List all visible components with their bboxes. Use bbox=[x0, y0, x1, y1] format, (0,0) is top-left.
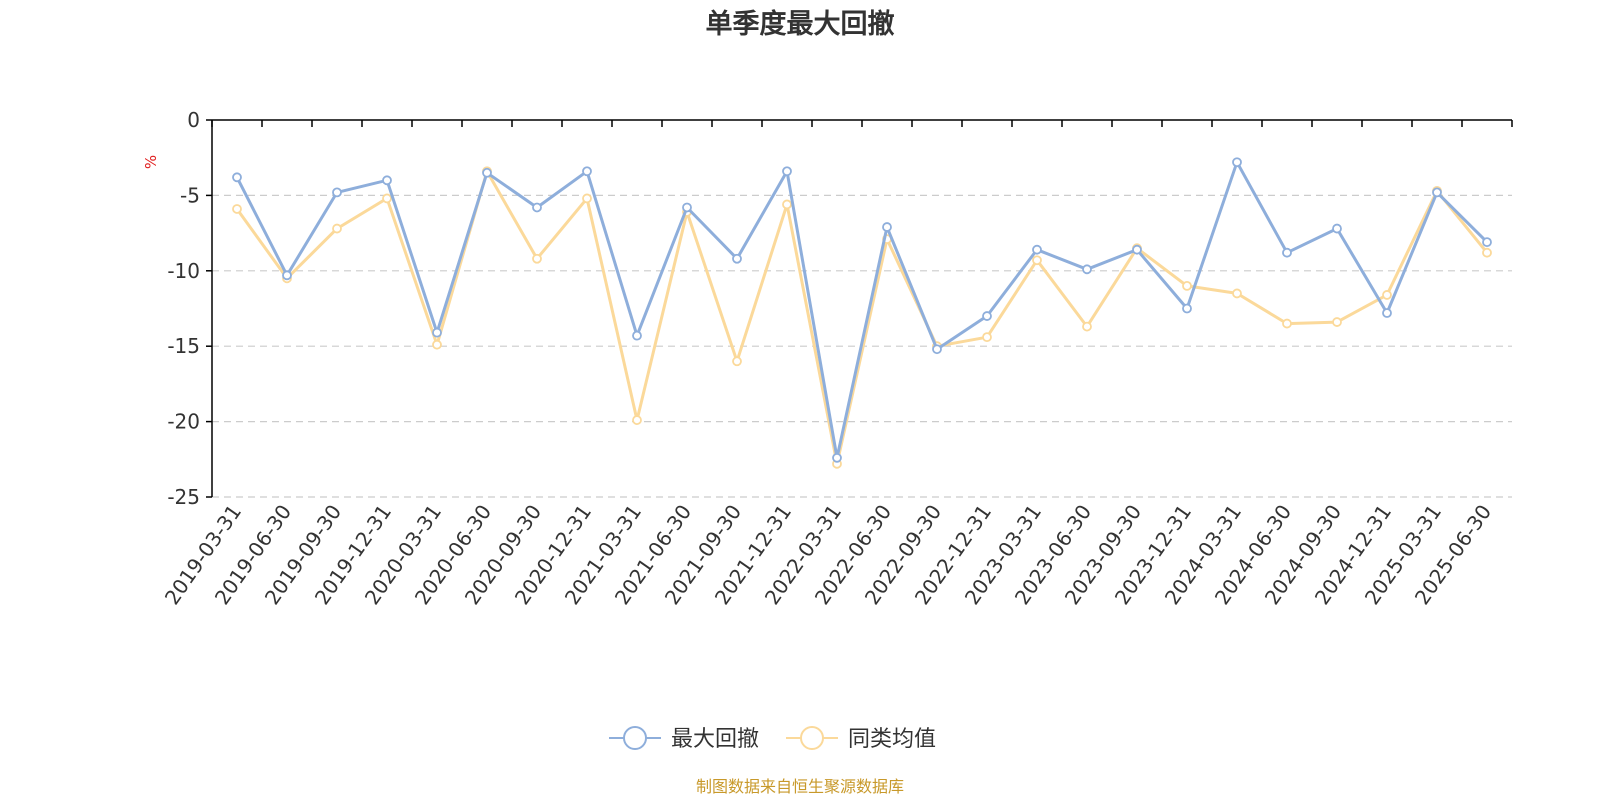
data-point bbox=[432, 339, 442, 350]
y-tick-label: -15 bbox=[167, 334, 200, 358]
data-point bbox=[282, 270, 292, 281]
data-point bbox=[732, 356, 742, 367]
series-0 bbox=[232, 157, 1492, 463]
data-point bbox=[1232, 288, 1242, 299]
data-point bbox=[732, 253, 742, 264]
data-point bbox=[1032, 244, 1042, 255]
data-point bbox=[1032, 255, 1042, 266]
data-point bbox=[232, 204, 242, 214]
data-point bbox=[982, 332, 992, 343]
data-point bbox=[682, 202, 692, 213]
legend-item-1[interactable]: 同类均值 bbox=[786, 726, 936, 752]
data-point bbox=[1332, 317, 1342, 327]
data-point bbox=[532, 253, 542, 264]
data-point bbox=[382, 193, 392, 204]
data-point bbox=[382, 175, 392, 186]
data-point bbox=[1382, 290, 1392, 300]
data-point bbox=[1232, 157, 1242, 168]
data-point bbox=[332, 223, 342, 234]
legend-marker bbox=[623, 726, 647, 750]
data-point bbox=[232, 172, 242, 183]
y-tick-label: 0 bbox=[187, 108, 200, 132]
data-point bbox=[1182, 303, 1192, 314]
data-point bbox=[1282, 318, 1292, 329]
y-tick-labels: 0 -5 -10 -15 -20 -25 bbox=[167, 108, 200, 509]
data-point bbox=[932, 344, 942, 355]
data-source-note: 制图数据来自恒生聚源数据库 bbox=[696, 777, 904, 796]
data-point bbox=[1482, 247, 1492, 258]
series-1 bbox=[232, 166, 1492, 469]
data-point bbox=[582, 166, 592, 177]
legend-label: 最大回撤 bbox=[671, 727, 759, 752]
y-tick-label: -20 bbox=[167, 410, 200, 434]
data-point bbox=[1382, 308, 1392, 318]
data-point bbox=[632, 415, 642, 425]
y-tick-label: -5 bbox=[180, 183, 200, 207]
chart-title: 单季度最大回撤 bbox=[706, 8, 895, 40]
series-line bbox=[235, 169, 1489, 466]
series-line bbox=[235, 160, 1489, 460]
data-point bbox=[1132, 244, 1142, 255]
data-point bbox=[782, 166, 792, 177]
data-point bbox=[782, 199, 792, 210]
axes bbox=[206, 119, 1513, 498]
data-point bbox=[1182, 280, 1192, 291]
data-point bbox=[532, 202, 542, 213]
y-tick-label: -10 bbox=[167, 259, 200, 283]
data-point bbox=[1432, 187, 1442, 198]
data-point bbox=[1482, 237, 1492, 248]
data-point bbox=[1332, 223, 1342, 234]
data-point bbox=[582, 193, 592, 204]
data-point bbox=[882, 222, 892, 232]
legend-label: 同类均值 bbox=[848, 727, 936, 752]
legend[interactable]: 最大回撤 同类均值 bbox=[609, 726, 936, 752]
data-point bbox=[832, 452, 842, 463]
data-point bbox=[982, 311, 992, 321]
data-point bbox=[432, 327, 442, 338]
x-tick-labels: 2019-03-312019-06-302019-09-302019-12-31… bbox=[160, 500, 1496, 609]
y-axis-unit-label: % bbox=[142, 155, 160, 169]
data-point bbox=[632, 330, 642, 341]
y-tick-label: -25 bbox=[167, 485, 200, 509]
data-point bbox=[482, 167, 492, 178]
legend-marker bbox=[800, 726, 824, 750]
data-point bbox=[1082, 321, 1092, 332]
series bbox=[232, 157, 1492, 469]
data-point bbox=[332, 187, 342, 198]
legend-item-0[interactable]: 最大回撤 bbox=[609, 726, 759, 752]
data-point bbox=[1282, 247, 1292, 258]
data-point bbox=[1082, 264, 1092, 275]
